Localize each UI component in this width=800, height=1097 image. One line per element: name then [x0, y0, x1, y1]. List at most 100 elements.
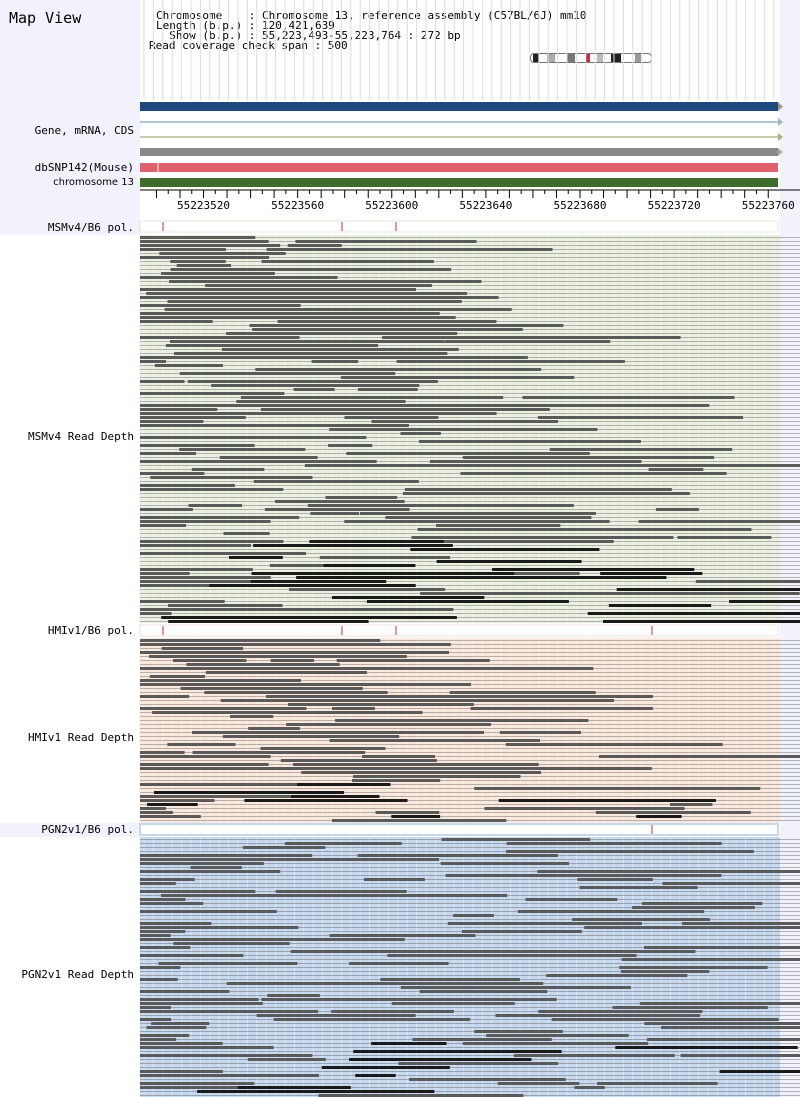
read-segment [140, 1006, 171, 1009]
read-segment [251, 572, 515, 575]
read-segment [140, 524, 187, 527]
read-segment [140, 444, 255, 447]
read-segment [379, 667, 594, 670]
read-segment [468, 516, 592, 519]
read-segment [695, 580, 800, 583]
length-line: Length (b.p.) : 120,421,639 [156, 19, 335, 32]
read-segment [331, 596, 485, 599]
read-segment [277, 320, 497, 323]
read-segment [352, 775, 521, 778]
read-segment [636, 815, 682, 818]
read-segment [140, 316, 275, 319]
read-segment [411, 536, 674, 539]
read-segment [140, 966, 181, 969]
read-segment [396, 360, 625, 363]
read-segment [612, 1006, 768, 1009]
read-segment [140, 643, 276, 646]
read-segment [359, 452, 590, 455]
read-segment [140, 930, 186, 933]
read-segment [582, 870, 686, 873]
read-segment [371, 1042, 447, 1045]
read-segment [414, 934, 453, 937]
dbsnp-bar[interactable] [140, 163, 778, 172]
read-segment [412, 1038, 552, 1041]
read-segment [162, 580, 387, 583]
read-segment [439, 404, 710, 407]
read-segment [140, 862, 264, 865]
read-segment [541, 592, 800, 595]
read-segment [537, 492, 690, 495]
read-segment [551, 1018, 779, 1021]
read-segment [140, 452, 196, 455]
read-segment [176, 264, 232, 267]
read-segment [172, 659, 247, 662]
read-segment [462, 456, 715, 459]
read-segment [729, 600, 800, 603]
read-segment [409, 1078, 566, 1081]
read-segment [188, 504, 243, 507]
read-segment [366, 600, 569, 603]
ruler-label: 55223680 [553, 199, 607, 212]
transcript-bar[interactable] [140, 148, 778, 156]
read-segment [525, 898, 618, 901]
transcript-arrow-icon [778, 148, 783, 156]
read-segment [255, 368, 542, 371]
read-segment [353, 1050, 562, 1053]
read-segment [140, 807, 166, 810]
read-segment [140, 651, 177, 654]
read-segment [140, 1010, 319, 1013]
read-segment [140, 520, 271, 523]
read-segment [161, 894, 284, 897]
read-segment [572, 918, 710, 921]
read-segment [246, 711, 366, 714]
chromosome-track-label: chromosome 13 [53, 177, 134, 188]
read-segment [261, 260, 434, 263]
read-segment [168, 620, 369, 623]
read-segment [239, 284, 432, 287]
read-segment [587, 612, 800, 615]
read-segment [706, 946, 800, 949]
read-segment [598, 755, 800, 758]
read-segment [357, 854, 558, 857]
read-segment [140, 1042, 223, 1045]
read-segment [219, 858, 440, 861]
coordinate-ruler [140, 189, 800, 198]
read-segment [410, 548, 600, 551]
read-segment [308, 735, 400, 738]
read-segment [140, 858, 260, 861]
msm-pol-strip[interactable] [139, 220, 779, 233]
read-segment [146, 436, 367, 439]
read-segment [200, 304, 301, 307]
read-segment [140, 707, 307, 710]
read-segment [157, 460, 377, 463]
read-segment [474, 787, 732, 790]
pgn-pol-strip[interactable] [139, 823, 779, 836]
read-segment [329, 739, 541, 742]
read-segment [436, 524, 561, 527]
chromosome-bar[interactable] [140, 178, 778, 187]
hmi-pol-strip[interactable] [139, 624, 779, 637]
read-segment [646, 1038, 709, 1041]
read-segment [355, 1074, 396, 1077]
read-segment [600, 572, 703, 575]
read-segment [667, 1046, 729, 1049]
read-segment [286, 723, 492, 726]
read-segment [394, 312, 440, 315]
read-segment [310, 512, 359, 515]
read-segment [170, 268, 452, 271]
read-segment [574, 1086, 605, 1089]
gene-bar[interactable] [140, 102, 778, 111]
read-segment [472, 488, 672, 491]
read-segment [398, 1062, 559, 1065]
read-segment [140, 568, 253, 571]
read-segment [140, 990, 230, 993]
read-segment [242, 846, 326, 849]
read-segment [186, 663, 340, 666]
read-segment [140, 320, 166, 323]
read-segment [621, 958, 762, 961]
read-segment [321, 1066, 450, 1069]
read-segment [140, 304, 239, 307]
